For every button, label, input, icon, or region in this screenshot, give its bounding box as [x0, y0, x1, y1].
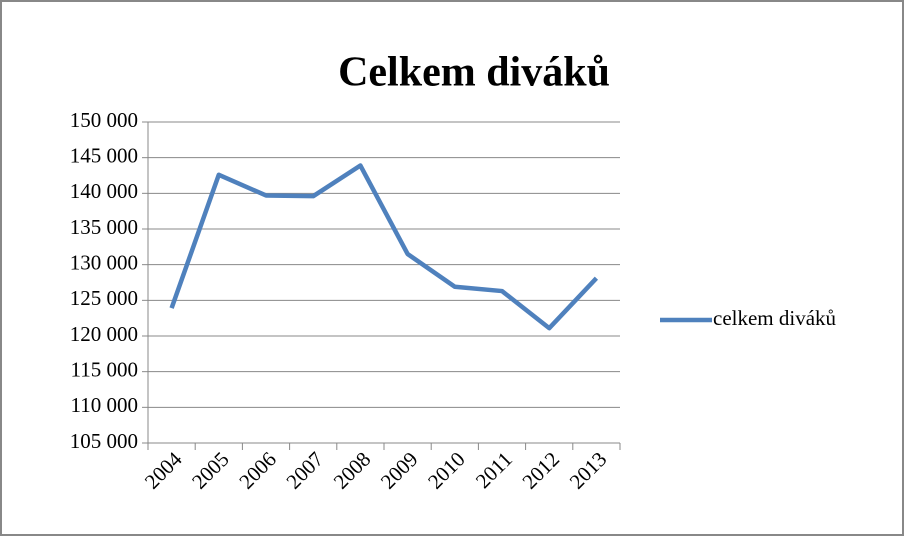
y-tick-label: 150 000 [70, 108, 138, 132]
y-tick-label: 115 000 [71, 357, 138, 381]
y-tick-label: 140 000 [70, 179, 138, 203]
y-tick-label: 125 000 [70, 286, 138, 310]
y-tick-label: 130 000 [70, 250, 138, 274]
y-tick-label: 145 000 [70, 143, 138, 167]
y-tick-label: 135 000 [70, 215, 138, 239]
data-line [169, 163, 599, 331]
legend-label: celkem diváků [713, 306, 837, 330]
y-tick-label: 105 000 [70, 429, 138, 453]
y-tick-label: 120 000 [70, 322, 138, 346]
chart-title: Celkem diváků [338, 50, 610, 96]
y-tick-label: 110 000 [71, 393, 138, 417]
